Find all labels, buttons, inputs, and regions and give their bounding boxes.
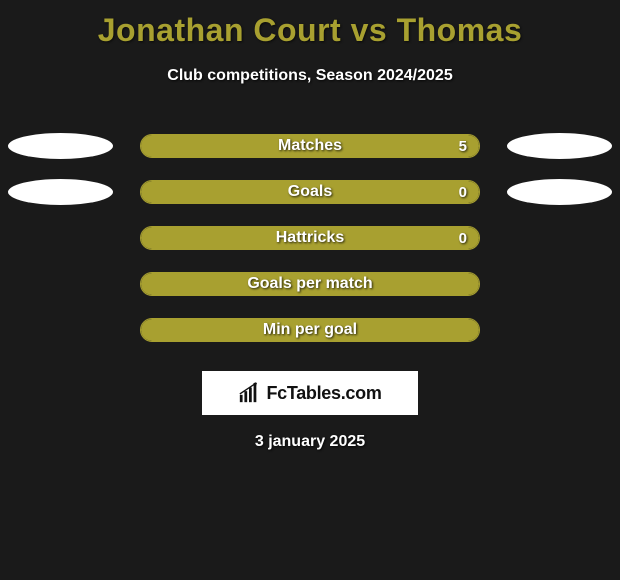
stat-row: Hattricks0 <box>0 215 620 261</box>
stat-label: Min per goal <box>141 321 479 339</box>
stat-value-right: 0 <box>459 230 467 247</box>
bar-chart-icon <box>238 382 260 404</box>
player-left-marker <box>8 179 113 205</box>
stat-row: Goals0 <box>0 169 620 215</box>
stat-row: Min per goal <box>0 307 620 353</box>
logo-text: FcTables.com <box>266 383 381 404</box>
stat-bar: Goals per match <box>140 272 480 296</box>
page-title: Jonathan Court vs Thomas <box>0 0 620 49</box>
stat-row: Matches5 <box>0 123 620 169</box>
stat-bar: Min per goal <box>140 318 480 342</box>
stat-value-right: 5 <box>459 138 467 155</box>
stat-label: Goals <box>141 183 479 201</box>
player-right-marker <box>507 179 612 205</box>
stat-row: Goals per match <box>0 261 620 307</box>
stat-bar: Matches5 <box>140 134 480 158</box>
stat-label: Matches <box>141 137 479 155</box>
stat-bar: Hattricks0 <box>140 226 480 250</box>
stat-label: Goals per match <box>141 275 479 293</box>
date-text: 3 january 2025 <box>0 433 620 451</box>
stat-label: Hattricks <box>141 229 479 247</box>
comparison-chart: Matches5Goals0Hattricks0Goals per matchM… <box>0 123 620 353</box>
stat-value-right: 0 <box>459 184 467 201</box>
subtitle: Club competitions, Season 2024/2025 <box>0 67 620 85</box>
player-left-marker <box>8 133 113 159</box>
fctables-logo: FcTables.com <box>202 371 418 415</box>
player-right-marker <box>507 133 612 159</box>
stat-bar: Goals0 <box>140 180 480 204</box>
